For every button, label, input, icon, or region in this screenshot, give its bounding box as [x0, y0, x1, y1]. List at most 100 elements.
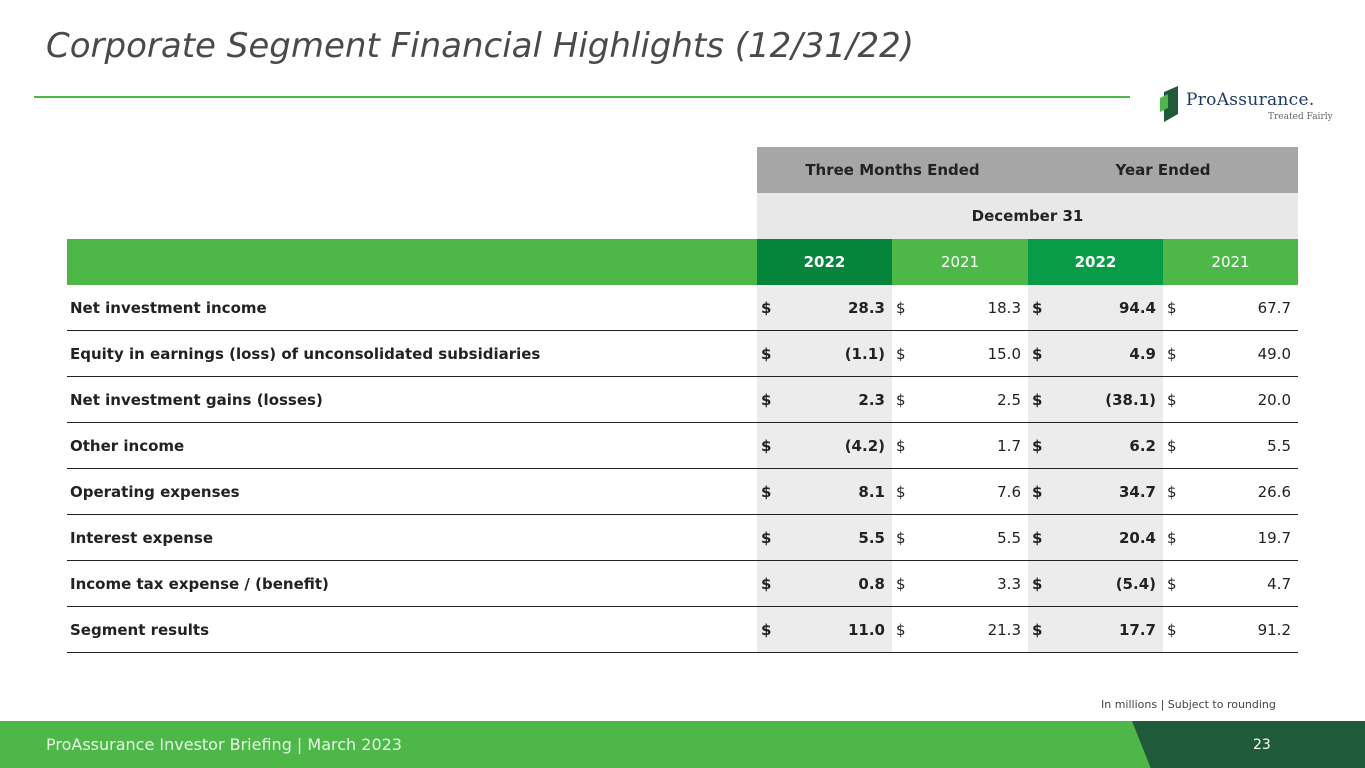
- row-label: Net investment income: [70, 298, 267, 317]
- currency-symbol: $: [896, 436, 906, 455]
- value-q-2021: 3.3: [997, 574, 1021, 593]
- year-header-y-2021: 2021: [1211, 253, 1250, 271]
- footer-accent: [1132, 721, 1365, 768]
- value-y-2021: 91.2: [1257, 620, 1291, 639]
- value-y-2022: 17.7: [1068, 607, 1163, 652]
- table-row: Segment results $ 11.0 $ 21.3 $ 17.7 $ 9…: [67, 607, 1298, 653]
- currency-symbol: $: [1028, 561, 1068, 606]
- value-q-2022: (4.2): [797, 423, 892, 468]
- value-y-2021: 26.6: [1257, 482, 1291, 501]
- table-row: Equity in earnings (loss) of unconsolida…: [67, 331, 1298, 377]
- row-label: Operating expenses: [70, 482, 240, 501]
- currency-symbol: $: [757, 331, 797, 376]
- currency-symbol: $: [896, 344, 906, 363]
- table-row: Net investment gains (losses) $ 2.3 $ 2.…: [67, 377, 1298, 423]
- currency-symbol: $: [1028, 377, 1068, 422]
- currency-symbol: $: [896, 482, 906, 501]
- group-header-row: Three Months Ended Year Ended: [67, 147, 1298, 193]
- value-y-2021: 49.0: [1257, 344, 1291, 363]
- currency-symbol: $: [1167, 390, 1177, 409]
- currency-symbol: $: [757, 377, 797, 422]
- row-label: Net investment gains (losses): [70, 390, 323, 409]
- value-q-2021: 2.5: [997, 390, 1021, 409]
- leaf-icon: [1160, 86, 1178, 122]
- row-label: Other income: [70, 436, 185, 455]
- value-q-2022: 28.3: [797, 285, 892, 330]
- currency-symbol: $: [896, 620, 906, 639]
- table-row: Operating expenses $ 8.1 $ 7.6 $ 34.7 $ …: [67, 469, 1298, 515]
- currency-symbol: $: [757, 515, 797, 560]
- value-y-2021: 4.7: [1267, 574, 1291, 593]
- currency-symbol: $: [896, 390, 906, 409]
- value-q-2021: 18.3: [987, 298, 1021, 317]
- table-row: Income tax expense / (benefit) $ 0.8 $ 3…: [67, 561, 1298, 607]
- year-header-q-2021: 2021: [940, 253, 980, 271]
- currency-symbol: $: [1028, 285, 1068, 330]
- currency-symbol: $: [757, 423, 797, 468]
- currency-symbol: $: [1167, 528, 1177, 547]
- value-q-2021: 7.6: [997, 482, 1021, 501]
- table-body: Net investment income $ 28.3 $ 18.3 $ 94…: [67, 285, 1298, 653]
- value-y-2022: 6.2: [1068, 423, 1163, 468]
- header-three-months: Three Months Ended: [757, 147, 1028, 193]
- proassurance-logo: ProAssurance. Treated Fairly: [1158, 86, 1333, 126]
- currency-symbol: $: [1167, 620, 1177, 639]
- currency-symbol: $: [757, 607, 797, 652]
- currency-symbol: $: [757, 285, 797, 330]
- year-header-y-2022: 2022: [1028, 239, 1163, 285]
- currency-symbol: $: [896, 528, 906, 547]
- row-label: Income tax expense / (benefit): [70, 574, 329, 593]
- currency-symbol: $: [1167, 436, 1177, 455]
- currency-symbol: $: [1028, 607, 1068, 652]
- table-row: Net investment income $ 28.3 $ 18.3 $ 94…: [67, 285, 1298, 331]
- value-y-2021: 5.5: [1267, 436, 1291, 455]
- value-q-2022: 8.1: [797, 469, 892, 514]
- page-number: 23: [1253, 737, 1271, 753]
- footer-briefing: ProAssurance Investor Briefing | March 2…: [46, 735, 402, 754]
- value-q-2022: (1.1): [797, 331, 892, 376]
- title-divider: [34, 96, 1130, 98]
- value-y-2022: 94.4: [1068, 285, 1163, 330]
- footnote: In millions | Subject to rounding: [1101, 698, 1276, 711]
- row-label: Segment results: [70, 620, 210, 639]
- footer-bar: ProAssurance Investor Briefing | March 2…: [0, 721, 1365, 768]
- value-y-2022: (5.4): [1068, 561, 1163, 606]
- currency-symbol: $: [1028, 469, 1068, 514]
- value-q-2022: 0.8: [797, 561, 892, 606]
- value-y-2022: 20.4: [1068, 515, 1163, 560]
- value-y-2021: 20.0: [1257, 390, 1291, 409]
- financial-table: Three Months Ended Year Ended December 3…: [67, 147, 1298, 653]
- value-y-2022: 4.9: [1068, 331, 1163, 376]
- currency-symbol: $: [757, 561, 797, 606]
- currency-symbol: $: [1167, 344, 1177, 363]
- value-q-2021: 21.3: [987, 620, 1021, 639]
- year-header-q-2022: 2022: [757, 239, 892, 285]
- currency-symbol: $: [1028, 423, 1068, 468]
- currency-symbol: $: [1167, 482, 1177, 501]
- currency-symbol: $: [1167, 298, 1177, 317]
- sub-header-row: December 31: [67, 193, 1298, 239]
- table-row: Other income $ (4.2) $ 1.7 $ 6.2 $ 5.5: [67, 423, 1298, 469]
- value-y-2022: 34.7: [1068, 469, 1163, 514]
- value-q-2022: 2.3: [797, 377, 892, 422]
- value-y-2022: (38.1): [1068, 377, 1163, 422]
- value-y-2021: 19.7: [1257, 528, 1291, 547]
- value-q-2022: 11.0: [797, 607, 892, 652]
- currency-symbol: $: [1028, 515, 1068, 560]
- page-title: Corporate Segment Financial Highlights (…: [46, 26, 914, 66]
- currency-symbol: $: [896, 298, 906, 317]
- value-y-2021: 67.7: [1257, 298, 1291, 317]
- currency-symbol: $: [757, 469, 797, 514]
- value-q-2021: 1.7: [997, 436, 1021, 455]
- currency-symbol: $: [896, 574, 906, 593]
- row-label: Equity in earnings (loss) of unconsolida…: [70, 344, 541, 363]
- value-q-2021: 15.0: [987, 344, 1021, 363]
- header-year-ended: Year Ended: [1028, 147, 1298, 193]
- value-q-2021: 5.5: [997, 528, 1021, 547]
- currency-symbol: $: [1028, 331, 1068, 376]
- value-q-2022: 5.5: [797, 515, 892, 560]
- header-december-31: December 31: [757, 193, 1298, 239]
- currency-symbol: $: [1167, 574, 1177, 593]
- year-header-row: 2022 2021 2022 2021: [67, 239, 1298, 285]
- logo-tagline: Treated Fairly: [1268, 112, 1333, 122]
